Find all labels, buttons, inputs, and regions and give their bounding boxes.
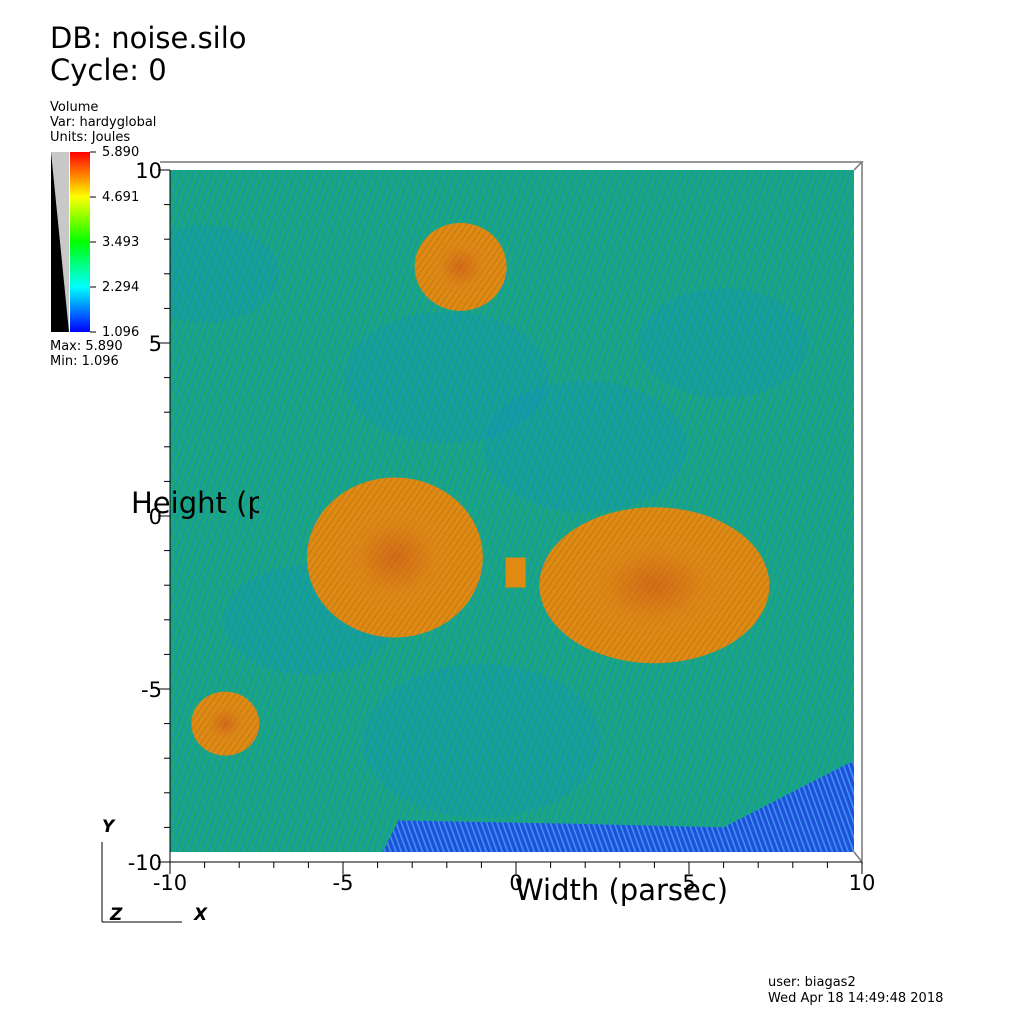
legend-var-label: Var: hardyglobal (50, 115, 157, 130)
y-tick-label: -5 (141, 678, 162, 702)
date-label: Wed Apr 18 14:49:48 2018 (768, 991, 944, 1006)
legend-plot-type: Volume (50, 100, 99, 115)
frame-right (853, 162, 863, 865)
x-tick-label: 10 (849, 871, 876, 895)
triad-x-label: X (193, 905, 208, 925)
legend-min-label: Min: 1.096 (50, 354, 119, 369)
y-tick-label: -10 (128, 851, 162, 875)
y-tick-label: 5 (149, 332, 162, 356)
legend-units-label: Units: Joules (50, 130, 131, 145)
hot-bridge (505, 557, 526, 588)
legend-tick-label: 5.890 (102, 145, 139, 160)
user-label: user: biagas2 (768, 975, 856, 990)
hot-blob-right-core (573, 530, 735, 640)
heatmap-swirl (483, 380, 688, 513)
color-ramp (70, 152, 90, 332)
heatmap-swirl (638, 288, 809, 398)
legend-colorbar: 5.890 4.691 3.493 2.294 1.096 (51, 145, 139, 340)
y-tick-label: 0 (149, 505, 162, 529)
frame-top (160, 161, 864, 171)
database-title: DB: noise.silo (50, 21, 247, 55)
heatmap-swirl (362, 663, 601, 818)
legend-tick-label: 1.096 (102, 325, 139, 340)
legend-max-label: Max: 5.890 (50, 339, 123, 354)
legend-tick-label: 3.493 (102, 235, 139, 250)
heatmap-background (170, 170, 854, 852)
opacity-ramp-fill (51, 152, 69, 332)
x-tick-label: -10 (153, 871, 187, 895)
legend-tick-label: 2.294 (102, 280, 139, 295)
heatmap-swirl (344, 311, 549, 444)
heatmap-cold-region (382, 761, 854, 852)
heatmap-swirl (170, 225, 280, 323)
x-axis-title: Width (parsec) (515, 873, 729, 907)
triad-y-label: Y (102, 817, 116, 837)
x-tick-label: 5 (682, 871, 695, 895)
hot-blob-left-core (333, 501, 457, 614)
x-tick-label: 0 (509, 871, 522, 895)
y-tick-label: 10 (135, 159, 162, 183)
legend-tick-label: 4.691 (102, 190, 139, 205)
y-axis-title: Height (p (131, 486, 259, 520)
hot-blob-bottom-left-core (201, 701, 250, 746)
cycle-label: Cycle: 0 (50, 53, 167, 87)
triad-z-label: Z (109, 905, 123, 925)
axis-triad: Y X Z (101, 817, 208, 925)
x-tick-label: -5 (333, 871, 354, 895)
hot-blob-top-core (428, 236, 493, 298)
